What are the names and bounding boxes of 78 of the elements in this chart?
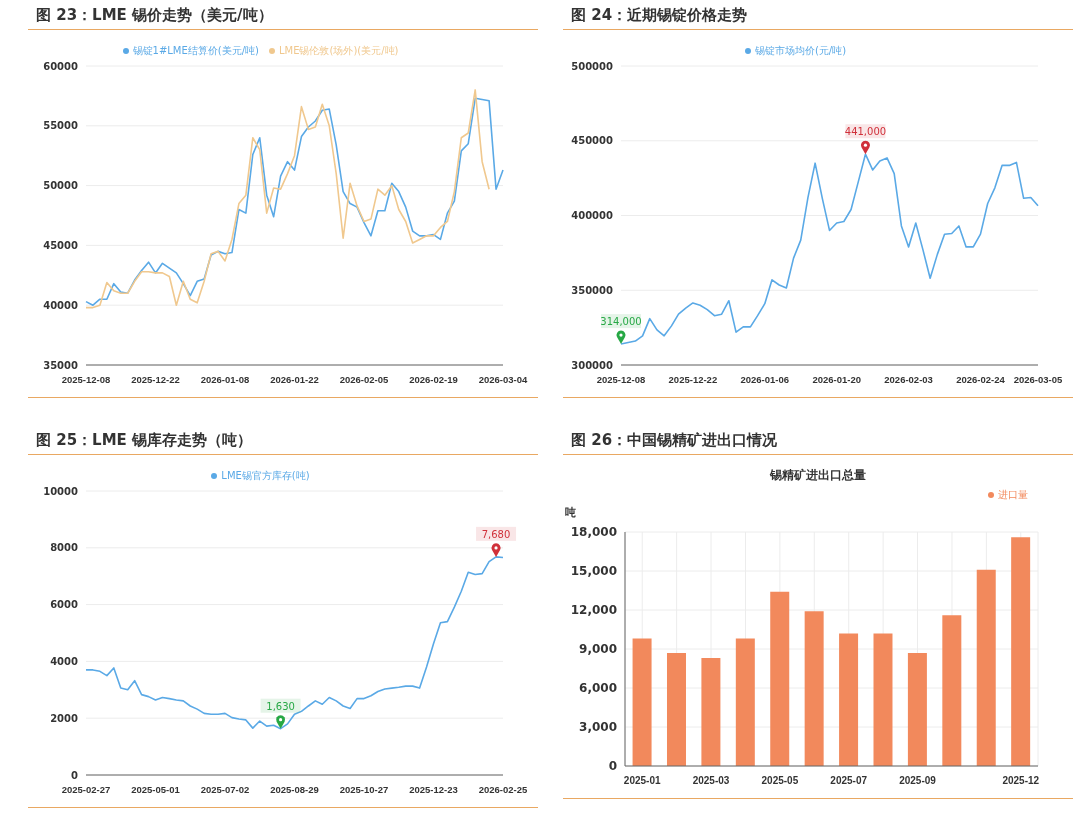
y-axis-title: 吨 bbox=[565, 505, 576, 519]
y-tick-label: 3,000 bbox=[579, 720, 617, 735]
chart-title: 图 25：LME 锡库存走势（吨） bbox=[28, 425, 538, 455]
y-tick-label: 10000 bbox=[43, 485, 79, 497]
x-tick-label: 2025-12-22 bbox=[131, 374, 180, 385]
y-tick-label: 0 bbox=[608, 759, 617, 774]
x-tick-label: 2026-01-20 bbox=[812, 374, 861, 385]
y-tick-label: 12,000 bbox=[570, 603, 617, 618]
x-tick-label: 2026-01-08 bbox=[200, 374, 250, 385]
x-tick-label: 2025-12-08 bbox=[61, 374, 111, 385]
x-tick-label: 2026-02-24 bbox=[956, 374, 1006, 385]
y-tick-label: 4000 bbox=[50, 655, 79, 667]
bar bbox=[873, 633, 893, 766]
annotation: 1,630 bbox=[266, 700, 295, 712]
y-tick-label: 0 bbox=[71, 769, 79, 781]
x-tick-label: 2025-07-02 bbox=[200, 784, 250, 795]
bar bbox=[735, 638, 755, 766]
chart-title: 图 23：LME 锡价走势（美元/吨） bbox=[28, 0, 538, 30]
x-tick-label: 2025-07 bbox=[830, 775, 868, 786]
bar bbox=[804, 611, 824, 766]
y-tick-label: 300000 bbox=[571, 359, 614, 371]
chart-subtitle: 锡精矿进出口总量 bbox=[769, 467, 867, 484]
chart-title: 图 24：近期锡锭价格走势 bbox=[563, 0, 1073, 30]
y-tick-label: 35000 bbox=[43, 359, 79, 371]
bar bbox=[976, 569, 996, 766]
x-tick-label: 2025-05-01 bbox=[131, 784, 181, 795]
legend-label: 锡锭1#LME结算价(美元/吨) bbox=[132, 45, 259, 56]
bar bbox=[839, 633, 859, 766]
x-tick-label: 2025-09 bbox=[899, 775, 937, 786]
chart-title: 图 26：中国锡精矿进出口情况 bbox=[563, 425, 1073, 455]
bar bbox=[666, 652, 686, 766]
x-tick-label: 2026-03-04 bbox=[478, 374, 529, 385]
y-tick-label: 45000 bbox=[43, 239, 79, 251]
y-tick-label: 9,000 bbox=[579, 642, 617, 657]
x-tick-label: 2025-05 bbox=[761, 775, 799, 786]
x-tick-label: 2026-02-05 bbox=[339, 374, 390, 385]
x-tick-label: 2026-03-05 bbox=[1013, 374, 1064, 385]
bar bbox=[701, 658, 721, 766]
y-tick-label: 18,000 bbox=[570, 525, 617, 540]
y-tick-label: 2000 bbox=[50, 712, 79, 724]
legend-label: 锡锭市场均价(元/吨) bbox=[754, 45, 847, 56]
y-tick-label: 400000 bbox=[571, 210, 614, 222]
bar bbox=[1011, 537, 1031, 766]
y-tick-label: 15,000 bbox=[570, 564, 617, 579]
y-tick-label: 55000 bbox=[43, 120, 79, 132]
bar bbox=[770, 591, 790, 766]
bar bbox=[632, 638, 652, 766]
x-tick-label: 2025-10-27 bbox=[339, 784, 389, 795]
y-tick-label: 6000 bbox=[50, 599, 79, 611]
bar bbox=[907, 652, 927, 766]
legend-label: LME锡伦敦(场外)(美元/吨) bbox=[278, 45, 399, 56]
x-tick-label: 2025-08-29 bbox=[270, 784, 319, 795]
y-tick-label: 60000 bbox=[43, 60, 79, 72]
y-tick-label: 450000 bbox=[571, 135, 614, 147]
x-tick-label: 2026-02-19 bbox=[409, 374, 458, 385]
y-tick-label: 6,000 bbox=[579, 681, 617, 696]
y-tick-label: 50000 bbox=[43, 180, 79, 192]
annotation: 314,000 bbox=[600, 316, 642, 328]
y-tick-label: 500000 bbox=[571, 60, 614, 72]
x-tick-label: 2025-12-08 bbox=[596, 374, 646, 385]
x-tick-label: 2026-02-03 bbox=[884, 374, 933, 385]
x-tick-label: 2025-03 bbox=[692, 775, 730, 786]
x-tick-label: 2026-01-22 bbox=[270, 374, 319, 385]
legend-label: LME锡官方库存(吨) bbox=[221, 470, 310, 481]
y-tick-label: 350000 bbox=[571, 284, 614, 296]
x-tick-label: 2025-12-23 bbox=[409, 784, 458, 795]
annotation: 441,000 bbox=[844, 126, 887, 138]
x-tick-label: 2026-01-06 bbox=[740, 374, 790, 385]
x-tick-label: 2026-02-25 bbox=[478, 784, 529, 795]
annotation: 7,680 bbox=[481, 528, 511, 540]
x-tick-label: 2025-01 bbox=[623, 775, 661, 786]
bar bbox=[942, 615, 962, 766]
x-tick-label: 2025-12-22 bbox=[668, 374, 718, 385]
y-tick-label: 8000 bbox=[50, 542, 79, 554]
y-tick-label: 40000 bbox=[43, 299, 79, 311]
x-tick-label: 2025-02-27 bbox=[61, 784, 111, 795]
legend-label: 进口量 bbox=[998, 489, 1028, 500]
x-tick-label: 2025-12 bbox=[1002, 775, 1040, 786]
